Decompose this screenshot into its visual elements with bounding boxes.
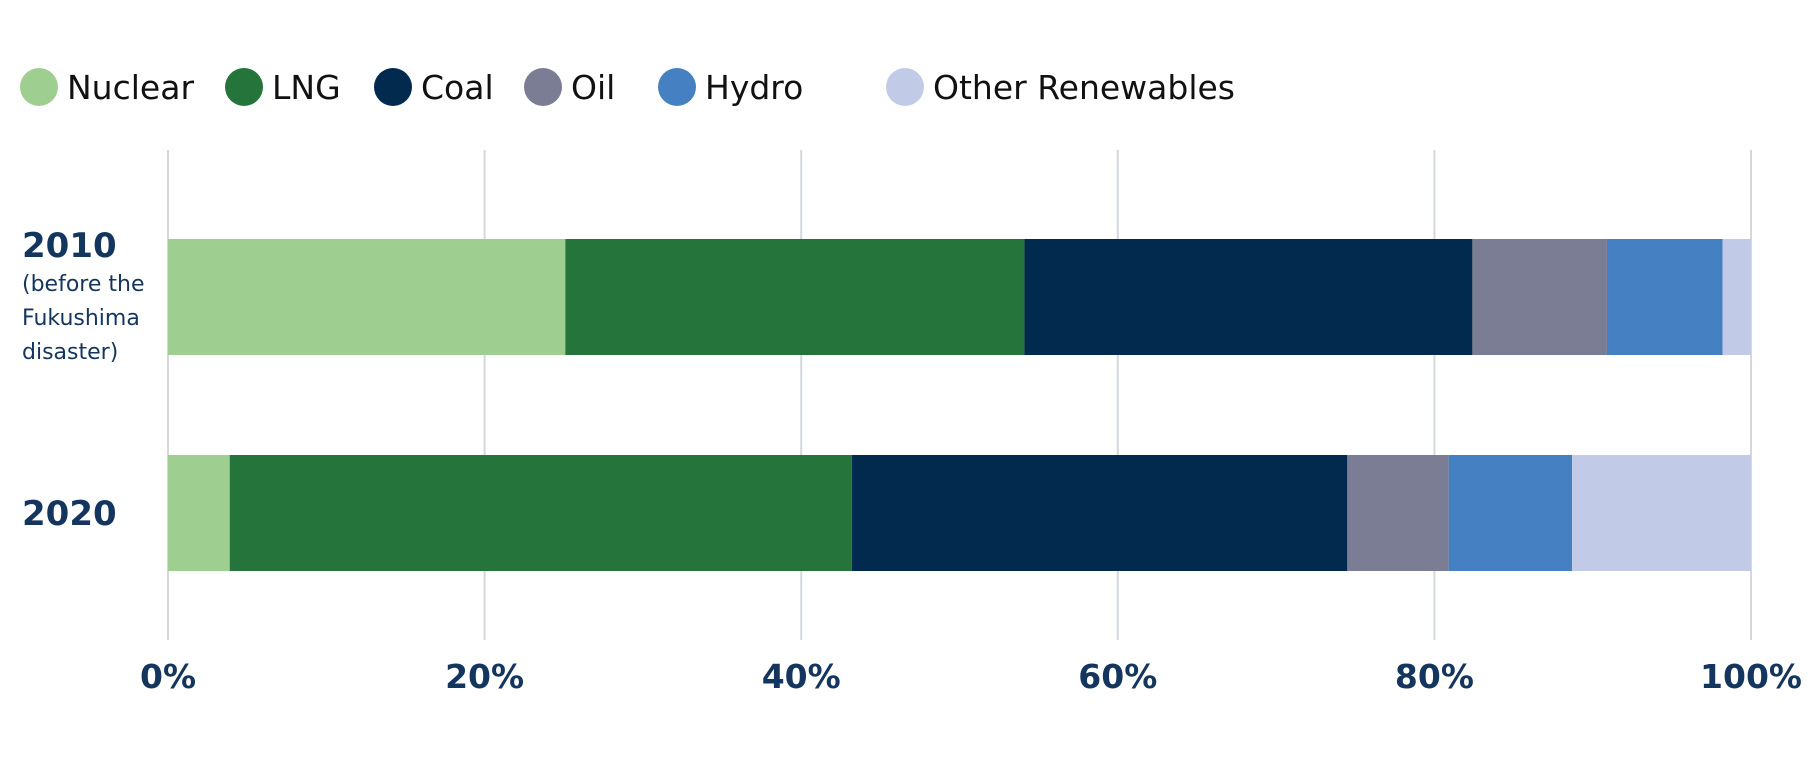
x-tick-0-pct: 0%	[140, 657, 196, 696]
category-sublabel-line-3: disaster)	[22, 340, 118, 365]
legend-swatch-oil	[524, 68, 562, 106]
bar-segment-2020-other-renewables	[1572, 455, 1751, 571]
bar-segment-2020-hydro	[1448, 455, 1573, 571]
x-tick-60-pct: 60%	[1078, 657, 1157, 696]
legend-item-coal: Coal	[374, 68, 494, 107]
legend-label-other-renewables: Other Renewables	[933, 68, 1235, 107]
bar-segment-2020-nuclear	[168, 455, 230, 571]
legend-item-nuclear: Nuclear	[20, 68, 194, 107]
bar-segment-2010-oil	[1472, 239, 1607, 355]
legend-label-coal: Coal	[421, 68, 494, 107]
legend: Nuclear LNG Coal Oil Hydro Other Renewables	[20, 68, 1235, 107]
legend-swatch-lng	[225, 68, 263, 106]
legend-item-lng: LNG	[225, 68, 341, 107]
bar-row-2010	[168, 239, 1751, 355]
x-tick-40-pct: 40%	[762, 657, 841, 696]
legend-label-lng: LNG	[272, 68, 341, 107]
legend-item-other-renewables: Other Renewables	[886, 68, 1235, 107]
category-sublabel-line-2: Fukushima	[22, 306, 140, 331]
category-label-main-2010: 2010	[22, 226, 117, 266]
bar-segment-2010-lng	[565, 239, 1025, 355]
legend-swatch-coal	[374, 68, 412, 106]
bar-segment-2010-hydro	[1606, 239, 1723, 355]
x-axis-ticks: 0% 20% 40% 60% 80% 100%	[140, 657, 1802, 696]
x-tick-100-pct: 100%	[1700, 657, 1802, 696]
bar-segment-2010-coal	[1024, 239, 1473, 355]
legend-label-hydro: Hydro	[705, 68, 803, 107]
category-sublabel-line-1: (before the	[22, 272, 144, 297]
legend-swatch-nuclear	[20, 68, 58, 106]
bar-segment-2020-coal	[851, 455, 1348, 571]
bars	[168, 239, 1751, 571]
bar-row-2020	[168, 455, 1751, 571]
legend-swatch-other-renewables	[886, 68, 924, 106]
category-label-2010: 2010 (before the Fukushima disaster)	[22, 226, 144, 365]
legend-swatch-hydro	[658, 68, 696, 106]
legend-label-nuclear: Nuclear	[67, 68, 194, 107]
category-label-2020: 2020	[22, 494, 117, 534]
legend-label-oil: Oil	[571, 68, 615, 107]
bar-segment-2020-lng	[229, 455, 852, 571]
category-labels: 2010 (before the Fukushima disaster) 2020	[22, 226, 144, 534]
x-tick-20-pct: 20%	[445, 657, 524, 696]
bar-segment-2020-oil	[1347, 455, 1449, 571]
legend-item-oil: Oil	[524, 68, 615, 107]
bar-segment-2010-nuclear	[168, 239, 566, 355]
x-tick-80-pct: 80%	[1395, 657, 1474, 696]
legend-item-hydro: Hydro	[658, 68, 803, 107]
category-label-main-2020: 2020	[22, 494, 117, 534]
bar-segment-2010-other-renewables	[1722, 239, 1751, 355]
